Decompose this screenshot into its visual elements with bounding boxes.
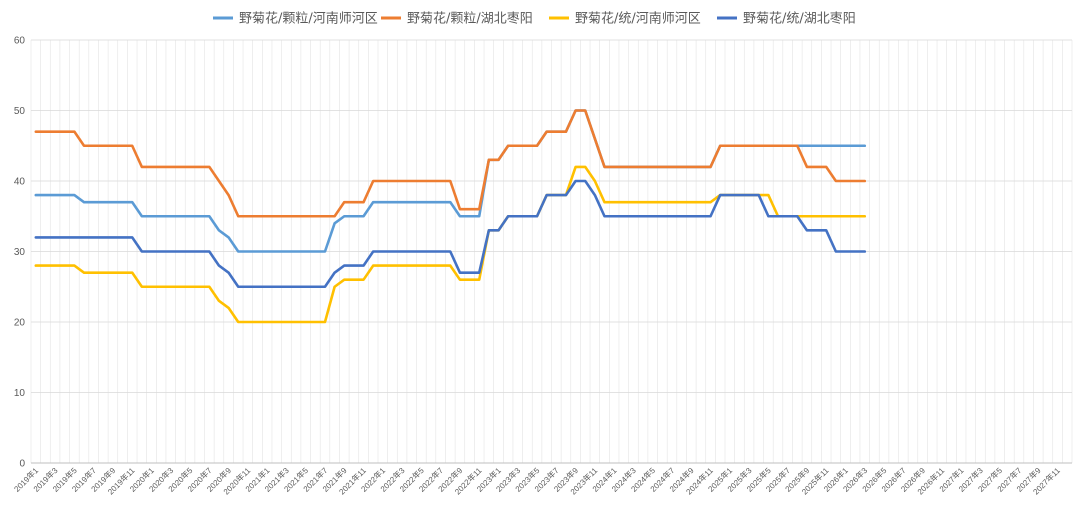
series-line-4 <box>34 179 867 289</box>
legend-item-2: 野菊花/颗粒/湖北枣阳 <box>381 11 533 27</box>
legend-item-1: 野菊花/颗粒/河南师河区 <box>213 11 378 27</box>
y-tick-label: 60 <box>14 36 26 47</box>
legend-item-3: 野菊花/统/河南师河区 <box>549 11 701 27</box>
axes: 01020304050602019年12019年32019年52019年7201… <box>12 36 1063 497</box>
legend: 野菊花/颗粒/河南师河区 野菊花/颗粒/湖北枣阳 野菊花/统/河南师河区 野菊花/统/… <box>213 11 856 27</box>
series-lines <box>34 109 867 324</box>
legend-item-4: 野菊花/统/湖北枣阳 <box>717 11 856 27</box>
y-tick-label: 10 <box>14 388 26 399</box>
y-tick-label: 20 <box>14 318 26 329</box>
legend-label: 野菊花/颗粒/河南师河区 <box>239 11 378 27</box>
legend-label: 野菊花/统/河南师河区 <box>575 11 701 27</box>
y-tick-label: 30 <box>14 247 26 258</box>
y-tick-label: 40 <box>14 177 26 188</box>
legend-label: 野菊花/颗粒/湖北枣阳 <box>407 11 533 27</box>
y-tick-label: 50 <box>14 106 26 117</box>
legend-label: 野菊花/统/湖北枣阳 <box>743 11 856 27</box>
series-line-3 <box>34 165 867 324</box>
series-line-2 <box>34 109 867 218</box>
y-tick-label: 0 <box>19 459 25 470</box>
